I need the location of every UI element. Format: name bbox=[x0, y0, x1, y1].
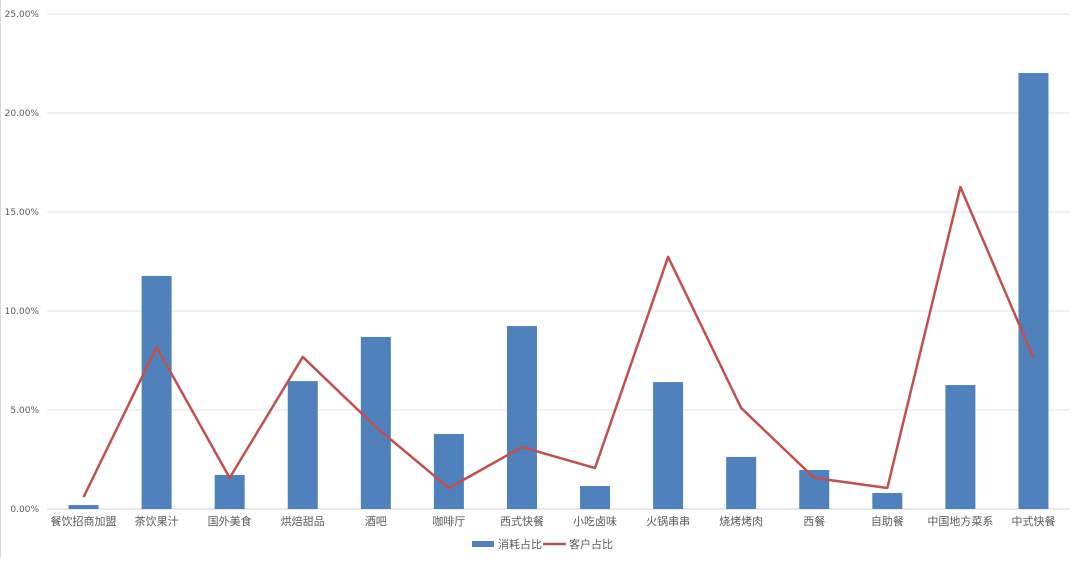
x-tick-label: 火锅串串 bbox=[646, 515, 690, 528]
x-tick-label: 烘焙甜品 bbox=[281, 514, 325, 528]
x-tick-label: 酒吧 bbox=[365, 515, 387, 528]
legend-label: 客户占比 bbox=[569, 537, 613, 551]
bar bbox=[1018, 73, 1048, 509]
x-tick-label: 西餐 bbox=[803, 514, 825, 528]
x-tick-label: 西式快餐 bbox=[500, 514, 544, 528]
bar bbox=[507, 326, 537, 509]
legend-label: 消耗占比 bbox=[498, 537, 542, 551]
x-tick-label: 小吃卤味 bbox=[573, 515, 617, 528]
bar bbox=[215, 475, 245, 509]
bar bbox=[726, 457, 756, 509]
bar bbox=[142, 276, 172, 509]
y-tick-label: 15.00% bbox=[5, 208, 40, 218]
x-tick-label: 国外美食 bbox=[208, 514, 252, 528]
bar bbox=[361, 337, 391, 509]
x-tick-label: 烧烤烤肉 bbox=[719, 514, 763, 528]
legend-swatch-bar bbox=[472, 541, 494, 547]
bar bbox=[945, 385, 975, 509]
y-tick-label: 10.00% bbox=[5, 307, 40, 317]
x-tick-label: 茶饮果汁 bbox=[135, 515, 179, 528]
y-tick-label: 0.00% bbox=[10, 505, 39, 515]
x-tick-label: 餐饮招商加盟 bbox=[51, 514, 117, 528]
bar bbox=[288, 381, 318, 509]
y-tick-label: 25.00% bbox=[5, 10, 40, 20]
x-tick-label: 中国地方菜系 bbox=[927, 514, 993, 528]
y-tick-label: 5.00% bbox=[10, 406, 39, 416]
bar bbox=[653, 382, 683, 509]
x-tick-label: 自助餐 bbox=[871, 514, 904, 528]
x-tick-label: 中式快餐 bbox=[1011, 514, 1055, 528]
x-tick-label: 咖啡厅 bbox=[432, 514, 465, 528]
bar bbox=[799, 470, 829, 509]
bar bbox=[434, 434, 464, 509]
bar bbox=[872, 493, 902, 509]
line-series bbox=[84, 187, 1034, 497]
bar bbox=[580, 486, 610, 509]
bar bbox=[69, 505, 99, 509]
y-tick-label: 20.00% bbox=[5, 109, 40, 119]
